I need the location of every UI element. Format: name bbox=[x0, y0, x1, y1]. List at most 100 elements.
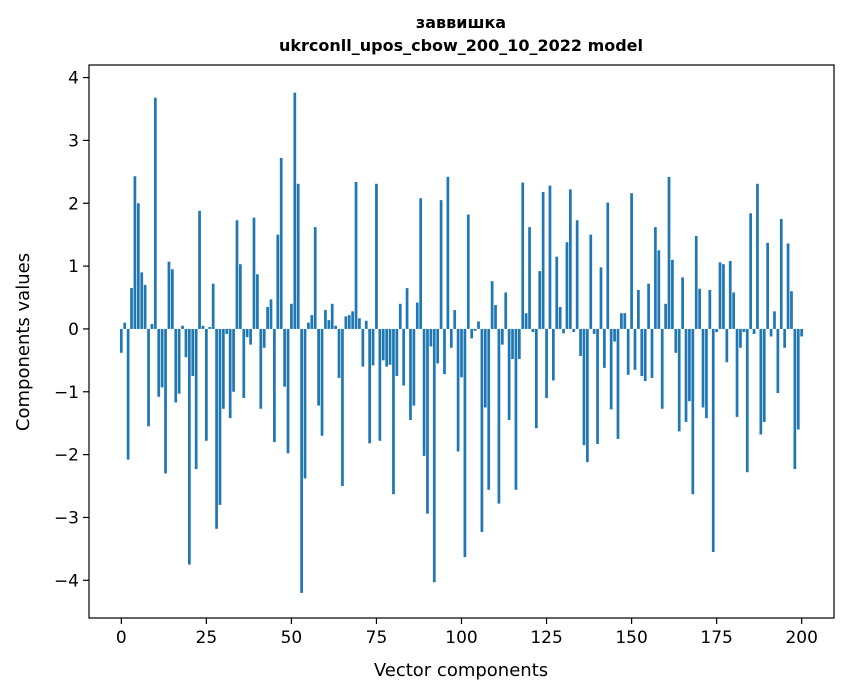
bar-45 bbox=[273, 328, 276, 443]
bar-78 bbox=[385, 328, 389, 367]
bar-92 bbox=[432, 328, 436, 583]
bar-146 bbox=[616, 328, 620, 439]
y-tick-label: 1 bbox=[68, 257, 79, 277]
bar-17 bbox=[177, 328, 181, 394]
bar-98 bbox=[453, 310, 457, 329]
bar-48 bbox=[283, 328, 286, 387]
bar-128 bbox=[555, 256, 559, 329]
bar-40 bbox=[256, 274, 259, 329]
bar-115 bbox=[511, 328, 514, 360]
bar-175 bbox=[715, 328, 718, 333]
bar-6 bbox=[140, 272, 144, 329]
bar-159 bbox=[660, 328, 664, 409]
bar-99 bbox=[456, 328, 460, 452]
bar-19 bbox=[184, 328, 188, 358]
plot-frame bbox=[88, 64, 835, 619]
bar-124 bbox=[541, 191, 545, 329]
bar-26 bbox=[208, 327, 212, 329]
y-tick-label: 0 bbox=[68, 320, 79, 340]
bar-14 bbox=[167, 261, 171, 329]
bar-177 bbox=[722, 264, 725, 329]
bar-10 bbox=[153, 97, 157, 329]
bar-102 bbox=[466, 214, 470, 329]
bar-160 bbox=[664, 303, 667, 329]
bar-151 bbox=[633, 328, 637, 370]
bar-196 bbox=[786, 243, 790, 329]
bar-74 bbox=[371, 328, 375, 366]
bar-91 bbox=[429, 328, 433, 347]
bar-189 bbox=[762, 328, 766, 422]
y-tick-label: 4 bbox=[68, 69, 79, 89]
bar-30 bbox=[222, 328, 225, 409]
bar-168 bbox=[691, 328, 695, 495]
bar-125 bbox=[545, 328, 548, 399]
bar-153 bbox=[640, 328, 644, 377]
x-tick-label: 150 bbox=[615, 628, 647, 648]
bar-43 bbox=[266, 306, 269, 329]
bar-103 bbox=[470, 328, 474, 339]
bar-18 bbox=[181, 325, 184, 329]
bar-87 bbox=[415, 302, 419, 329]
bar-174 bbox=[711, 328, 715, 553]
y-axis-ticks: −4 −3 −2 −1 0 1 2 3 4 bbox=[54, 69, 89, 591]
bar-108 bbox=[487, 328, 491, 490]
bar-111 bbox=[497, 328, 501, 504]
x-tick-label: 125 bbox=[530, 628, 562, 648]
bar-131 bbox=[565, 242, 569, 329]
bar-163 bbox=[674, 328, 678, 353]
bar-119 bbox=[524, 313, 528, 329]
y-tick-label: −1 bbox=[54, 383, 79, 403]
bar-42 bbox=[262, 328, 266, 348]
x-tick-label: 175 bbox=[700, 628, 732, 648]
bar-147 bbox=[620, 313, 623, 329]
bar-84 bbox=[405, 288, 409, 329]
bar-190 bbox=[766, 242, 770, 329]
bar-11 bbox=[157, 328, 161, 397]
bar-62 bbox=[330, 303, 334, 329]
bar-63 bbox=[334, 325, 337, 329]
bar-95 bbox=[443, 328, 446, 375]
bar-53 bbox=[300, 328, 303, 593]
bar-88 bbox=[419, 198, 423, 329]
bar-184 bbox=[745, 328, 749, 473]
x-tick-label: 200 bbox=[785, 628, 817, 648]
y-tick-label: 3 bbox=[68, 131, 79, 151]
bar-39 bbox=[252, 217, 256, 329]
bar-117 bbox=[517, 328, 521, 360]
x-tick-label: 50 bbox=[281, 628, 303, 648]
bar-67 bbox=[347, 315, 351, 329]
bar-101 bbox=[463, 328, 467, 558]
bar-173 bbox=[708, 289, 712, 329]
bar-22 bbox=[194, 328, 198, 470]
bar-65 bbox=[341, 328, 344, 487]
bar-126 bbox=[548, 185, 552, 329]
y-tick-label: −4 bbox=[54, 571, 79, 591]
bar-180 bbox=[732, 292, 736, 329]
bar-21 bbox=[191, 328, 195, 377]
bar-24 bbox=[201, 325, 205, 329]
bar-4 bbox=[133, 176, 137, 329]
bar-179 bbox=[728, 261, 732, 329]
bar-121 bbox=[531, 328, 535, 333]
bar-137 bbox=[586, 328, 589, 463]
y-tick-label: −3 bbox=[54, 508, 79, 528]
bar-186 bbox=[752, 328, 756, 334]
bar-129 bbox=[558, 306, 562, 329]
bar-154 bbox=[643, 328, 647, 382]
bar-169 bbox=[694, 235, 698, 329]
bar-182 bbox=[739, 328, 742, 348]
bar-118 bbox=[521, 182, 525, 329]
bar-200 bbox=[800, 328, 804, 337]
bar-185 bbox=[749, 213, 753, 329]
bar-181 bbox=[735, 328, 739, 417]
bar-132 bbox=[569, 189, 572, 329]
bar-36 bbox=[242, 328, 246, 399]
bar-29 bbox=[218, 328, 222, 505]
bar-54 bbox=[303, 328, 307, 479]
bar-187 bbox=[756, 183, 759, 329]
bar-104 bbox=[473, 328, 477, 331]
bar-96 bbox=[446, 176, 450, 329]
bar-158 bbox=[657, 250, 661, 329]
bar-133 bbox=[572, 328, 576, 333]
